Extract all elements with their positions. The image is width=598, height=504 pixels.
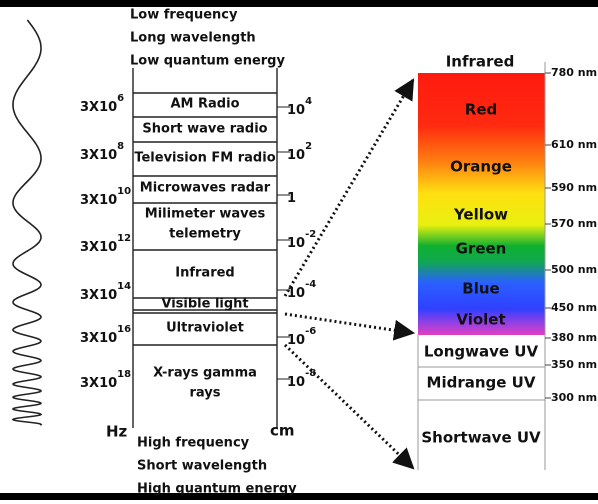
wavelength-label: 10-8 [287, 368, 316, 390]
wavelength-label-base: 10 [287, 375, 305, 390]
band-label: rays [190, 386, 221, 401]
frequency-label-base: 3X10 [80, 100, 117, 115]
band-label: Visible light [161, 297, 248, 312]
frequency-label: 3X1012 [80, 233, 131, 255]
nm-label: 590 nm [551, 181, 597, 194]
color-label: Red [465, 101, 497, 119]
wavelength-label-base: 1 [287, 191, 296, 206]
footer-line: High quantum energy [137, 482, 297, 497]
wavelength-label-exp: -4 [305, 279, 316, 290]
arrows [283, 78, 416, 470]
nm-label: 500 nm [551, 263, 597, 276]
wavelength-unit: cm [270, 422, 295, 440]
visible-spectrum [418, 73, 545, 335]
spectrum-top: Infrared [446, 53, 515, 71]
frequency-label-base: 3X10 [80, 193, 117, 208]
nm-label: 780 nm [551, 66, 597, 79]
wavelength-label-base: 10 [287, 148, 305, 163]
nm-label: 450 nm [551, 301, 597, 314]
header-line: Long wavelength [130, 31, 256, 46]
frequency-label-base: 3X10 [80, 331, 117, 346]
footer-line: High frequency [137, 436, 250, 451]
frequency-label: 3X1018 [80, 369, 131, 391]
nm-label: 300 nm [551, 391, 597, 404]
band-ladder [132, 68, 278, 428]
wavelength-label-exp: -2 [305, 229, 316, 240]
frequency-label-base: 3X10 [80, 288, 117, 303]
frequency-label-exp: 16 [117, 324, 131, 335]
nm-label: 610 nm [551, 138, 597, 151]
frequency-label-base: 3X10 [80, 240, 117, 255]
band-label: Television FM radio [134, 151, 275, 166]
nm-label: 350 nm [551, 358, 597, 371]
wavelength-label: 102 [287, 141, 312, 163]
frequency-label-exp: 6 [117, 93, 124, 104]
band-label: Milimeter waves [145, 207, 266, 222]
nm-label: 570 nm [551, 217, 597, 230]
band-label: Ultraviolet [166, 321, 244, 336]
frequency-label: 3X1016 [80, 324, 131, 346]
wavelength-label-base: 10 [287, 236, 305, 251]
frequency-label-exp: 14 [117, 281, 131, 292]
band-label: Microwaves radar [140, 181, 271, 196]
frequency-label: 3X1010 [80, 186, 131, 208]
frequency-label-base: 3X10 [80, 148, 117, 163]
band-label: Infrared [175, 266, 234, 281]
frequency-label: 3X108 [80, 141, 124, 163]
frequency-unit: Hz [106, 423, 128, 441]
frequency-label-exp: 18 [117, 369, 131, 380]
uv-label: Longwave UV [424, 343, 539, 361]
wavelength-label: 1 [287, 191, 296, 206]
footer-line: Short wavelength [137, 459, 267, 474]
band-label: telemetry [169, 227, 241, 242]
uv-box [417, 62, 546, 470]
frequency-label: 3X106 [80, 93, 124, 115]
wavelength-label-exp: -8 [305, 368, 316, 379]
band-label: Short wave radio [142, 122, 267, 137]
wavelength-label: 10-6 [287, 326, 316, 348]
header-line: Low quantum energy [130, 54, 285, 69]
wavelength-label-base: 10 [287, 103, 305, 118]
wavelength-label-base: 10 [287, 333, 305, 348]
top-bar [0, 0, 598, 7]
wavelength-label: 10-2 [287, 229, 316, 251]
color-label: Violet [456, 311, 505, 329]
color-label: Green [456, 240, 507, 258]
frequency-label: 3X1014 [80, 281, 131, 303]
wavelength-label-exp: 4 [305, 96, 312, 107]
bottom-bar [0, 493, 598, 500]
frequency-label-exp: 10 [117, 186, 131, 197]
uv-label: Shortwave UV [421, 429, 541, 447]
wavelength-label: 104 [287, 96, 312, 118]
wavelength-label-exp: 2 [305, 141, 312, 152]
color-label: Orange [450, 158, 512, 176]
wavelength-label-base: 10 [287, 286, 305, 301]
uv-label: Midrange UV [427, 374, 536, 392]
frequency-label-exp: 12 [117, 233, 131, 244]
color-label: Yellow [453, 206, 508, 224]
nm-label: 380 nm [551, 331, 597, 344]
frequency-label-base: 3X10 [80, 376, 117, 391]
header-line: Low frequency [130, 8, 238, 23]
frequency-label-exp: 8 [117, 141, 124, 152]
wavelength-label-exp: -6 [305, 326, 316, 337]
band-label: AM Radio [171, 97, 240, 112]
color-label: Blue [462, 280, 499, 298]
wavelength-label: 10-4 [287, 279, 316, 301]
band-label: X-rays gamma [153, 366, 257, 381]
wave [11, 19, 43, 426]
